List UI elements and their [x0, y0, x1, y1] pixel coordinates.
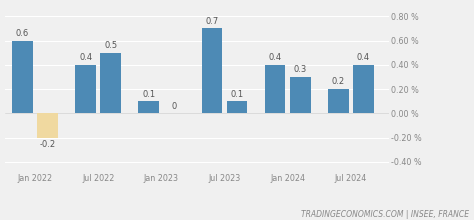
Text: TRADINGECONOMICS.COM | INSEE, FRANCE: TRADINGECONOMICS.COM | INSEE, FRANCE	[301, 210, 469, 219]
Text: 0.4: 0.4	[79, 53, 92, 62]
Bar	[264, 65, 285, 113]
Text: 0.6: 0.6	[16, 29, 29, 38]
Text: 0.4: 0.4	[357, 53, 370, 62]
Bar	[12, 40, 33, 113]
Text: 0.1: 0.1	[142, 90, 155, 99]
Bar	[290, 77, 310, 113]
Text: 0.2: 0.2	[332, 77, 345, 86]
Text: 0.7: 0.7	[205, 17, 219, 26]
Bar	[100, 53, 121, 113]
Bar	[138, 101, 159, 113]
Bar	[227, 101, 247, 113]
Text: -0.2: -0.2	[40, 140, 56, 149]
Bar	[353, 65, 374, 113]
Bar	[201, 28, 222, 113]
Bar	[75, 65, 96, 113]
Text: 0.4: 0.4	[268, 53, 282, 62]
Bar	[37, 113, 58, 138]
Text: 0.1: 0.1	[230, 90, 244, 99]
Text: 0.3: 0.3	[294, 65, 307, 74]
Text: 0: 0	[172, 102, 177, 111]
Text: 0.5: 0.5	[104, 41, 118, 50]
Bar	[328, 89, 348, 113]
